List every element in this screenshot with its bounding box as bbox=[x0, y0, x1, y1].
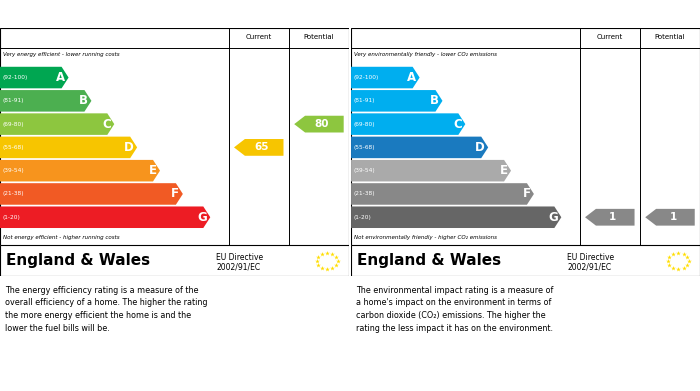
Text: G: G bbox=[197, 211, 206, 224]
Text: F: F bbox=[172, 187, 179, 201]
Text: Current: Current bbox=[596, 34, 623, 40]
Text: EU Directive: EU Directive bbox=[568, 253, 615, 262]
Polygon shape bbox=[234, 139, 284, 156]
Text: (81-91): (81-91) bbox=[3, 98, 25, 103]
Polygon shape bbox=[294, 116, 344, 133]
Polygon shape bbox=[0, 160, 160, 181]
Text: (1-20): (1-20) bbox=[3, 215, 21, 220]
Text: (55-68): (55-68) bbox=[3, 145, 25, 150]
Polygon shape bbox=[0, 113, 114, 135]
Text: Very energy efficient - lower running costs: Very energy efficient - lower running co… bbox=[3, 52, 120, 57]
Polygon shape bbox=[0, 136, 137, 158]
Text: Current: Current bbox=[246, 34, 272, 40]
Text: The energy efficiency rating is a measure of the
overall efficiency of a home. T: The energy efficiency rating is a measur… bbox=[5, 285, 208, 333]
Text: A: A bbox=[56, 71, 65, 84]
Polygon shape bbox=[351, 183, 534, 205]
Text: 1: 1 bbox=[609, 212, 617, 222]
Text: Energy Efficiency Rating: Energy Efficiency Rating bbox=[5, 9, 150, 19]
Text: B: B bbox=[430, 94, 439, 108]
Text: (92-100): (92-100) bbox=[354, 75, 379, 80]
Text: The environmental impact rating is a measure of
a home's impact on the environme: The environmental impact rating is a mea… bbox=[356, 285, 554, 333]
Text: G: G bbox=[548, 211, 558, 224]
Text: Not environmentally friendly - higher CO₂ emissions: Not environmentally friendly - higher CO… bbox=[354, 235, 497, 240]
Text: Very environmentally friendly - lower CO₂ emissions: Very environmentally friendly - lower CO… bbox=[354, 52, 497, 57]
Text: England & Wales: England & Wales bbox=[6, 253, 150, 268]
Text: (1-20): (1-20) bbox=[354, 215, 372, 220]
Text: E: E bbox=[148, 164, 157, 177]
Polygon shape bbox=[0, 206, 210, 228]
Text: Potential: Potential bbox=[304, 34, 335, 40]
Polygon shape bbox=[0, 90, 92, 111]
Text: (39-54): (39-54) bbox=[354, 168, 376, 173]
Polygon shape bbox=[351, 206, 561, 228]
Text: 2002/91/EC: 2002/91/EC bbox=[568, 262, 612, 272]
Polygon shape bbox=[0, 67, 69, 88]
Text: 2002/91/EC: 2002/91/EC bbox=[216, 262, 260, 272]
Text: Not energy efficient - higher running costs: Not energy efficient - higher running co… bbox=[3, 235, 120, 240]
Text: D: D bbox=[124, 141, 134, 154]
Text: England & Wales: England & Wales bbox=[357, 253, 501, 268]
Text: 1: 1 bbox=[669, 212, 677, 222]
Text: 80: 80 bbox=[315, 119, 329, 129]
Text: C: C bbox=[453, 118, 462, 131]
Text: B: B bbox=[79, 94, 88, 108]
Text: D: D bbox=[475, 141, 484, 154]
Polygon shape bbox=[351, 90, 442, 111]
Polygon shape bbox=[351, 136, 488, 158]
Text: (92-100): (92-100) bbox=[3, 75, 28, 80]
Text: (39-54): (39-54) bbox=[3, 168, 25, 173]
Text: 65: 65 bbox=[255, 142, 269, 152]
Text: (69-80): (69-80) bbox=[3, 122, 25, 127]
Polygon shape bbox=[0, 183, 183, 205]
Text: Environmental Impact (CO₂) Rating: Environmental Impact (CO₂) Rating bbox=[356, 9, 563, 19]
Polygon shape bbox=[645, 209, 694, 226]
Polygon shape bbox=[585, 209, 634, 226]
Text: A: A bbox=[407, 71, 416, 84]
Polygon shape bbox=[351, 160, 511, 181]
Text: C: C bbox=[102, 118, 111, 131]
Text: (21-38): (21-38) bbox=[354, 192, 375, 196]
Text: Potential: Potential bbox=[654, 34, 685, 40]
Polygon shape bbox=[351, 113, 466, 135]
Polygon shape bbox=[351, 67, 419, 88]
Text: (21-38): (21-38) bbox=[3, 192, 25, 196]
Text: (69-80): (69-80) bbox=[354, 122, 375, 127]
Text: EU Directive: EU Directive bbox=[216, 253, 263, 262]
Text: F: F bbox=[522, 187, 531, 201]
Text: (81-91): (81-91) bbox=[354, 98, 375, 103]
Text: E: E bbox=[500, 164, 507, 177]
Text: (55-68): (55-68) bbox=[354, 145, 375, 150]
